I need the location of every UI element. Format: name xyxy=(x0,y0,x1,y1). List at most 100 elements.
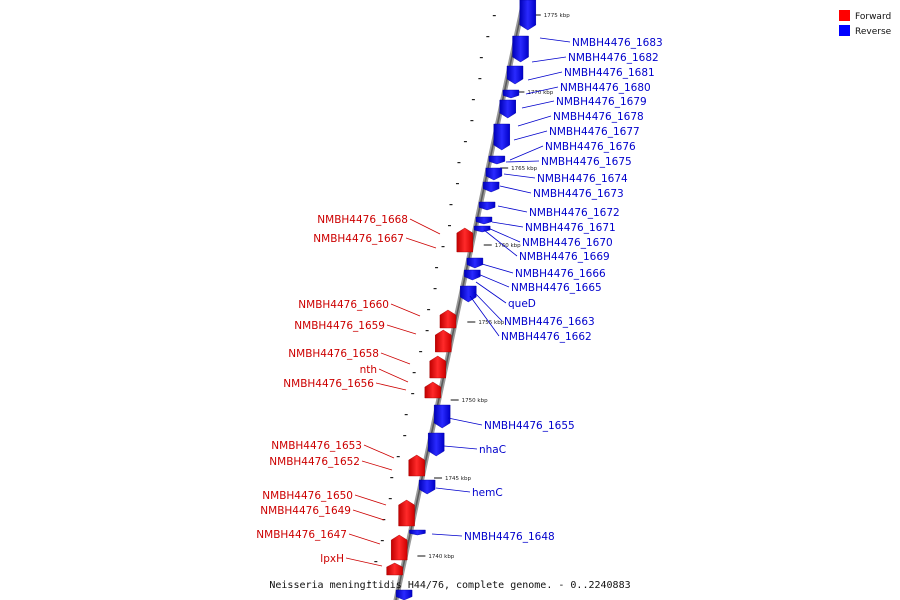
reverse-label-leader xyxy=(525,86,559,95)
gc-dot xyxy=(374,561,378,563)
reverse-label-leader xyxy=(531,56,567,63)
reverse-label-leader xyxy=(517,115,552,127)
forward-gene-feature xyxy=(435,329,452,353)
reverse-label-leader xyxy=(503,173,536,179)
gene-features xyxy=(386,0,537,600)
forward-label-leader xyxy=(380,352,411,365)
legend-forward-label: Forward xyxy=(855,12,891,22)
forward-gene-label: NMBH4476_1668 xyxy=(317,214,408,226)
forward-gene-label: NMBH4476_1660 xyxy=(298,299,389,311)
gc-dot xyxy=(396,456,400,458)
forward-gene-label: NMBH4476_1652 xyxy=(269,456,360,468)
reverse-label-leader xyxy=(481,263,514,274)
forward-label-leader xyxy=(348,533,381,545)
reverse-label-leader xyxy=(499,185,532,194)
forward-gene-label: NMBH4476_1667 xyxy=(313,233,404,245)
reverse-gene-feature xyxy=(493,123,510,151)
forward-label-leader xyxy=(361,460,393,471)
reverse-gene-feature xyxy=(460,285,477,303)
reverse-gene-label: NMBH4476_1648 xyxy=(464,531,555,543)
reverse-label-leader xyxy=(487,227,521,243)
forward-gene-feature xyxy=(408,454,425,477)
reverse-gene-label: NMBH4476_1669 xyxy=(519,251,610,263)
reverse-label-leader xyxy=(521,100,555,109)
gene-labels: NMBH4476_1683 NMBH4476_1682 NMBH4476_1681 N… xyxy=(256,37,662,565)
reverse-gene-label: NMBH4476_1662 xyxy=(501,331,592,343)
reverse-gene-feature xyxy=(475,216,493,225)
reverse-label-leader xyxy=(491,221,524,228)
legend: Forward Reverse xyxy=(839,10,892,37)
reverse-gene-label: NMBH4476_1681 xyxy=(564,67,655,79)
reverse-label-leader xyxy=(473,291,503,322)
reverse-gene-label: NMBH4476_1675 xyxy=(541,156,632,168)
reverse-label-leader xyxy=(431,533,463,537)
scale-tick-label: 1765 kbp xyxy=(511,166,537,172)
reverse-gene-feature xyxy=(464,269,481,281)
gc-dot xyxy=(388,498,392,500)
reverse-gene-feature xyxy=(519,0,537,31)
reverse-label-leader xyxy=(497,205,528,213)
reverse-gene-label: NMBH4476_1665 xyxy=(511,282,602,294)
legend-reverse-label: Reverse xyxy=(855,27,892,37)
reverse-gene-label: NMBH4476_1670 xyxy=(522,237,613,249)
reverse-gene-feature xyxy=(502,89,520,99)
reverse-label-leader xyxy=(443,445,478,450)
gc-dot xyxy=(435,267,439,269)
forward-gene-label: lpxH xyxy=(320,553,344,565)
forward-label-leader xyxy=(390,303,421,317)
forward-gene-feature xyxy=(429,355,446,379)
gc-dot xyxy=(403,435,407,437)
reverse-label-leader xyxy=(527,71,563,81)
legend-forward-swatch xyxy=(839,10,850,21)
scale-tick-label: 1750 kbp xyxy=(462,398,488,404)
gc-dot xyxy=(412,372,416,374)
forward-gene-label: NMBH4476_1656 xyxy=(283,378,374,390)
reverse-gene-feature xyxy=(506,65,524,85)
reverse-label-leader xyxy=(469,295,500,337)
reverse-label-leader xyxy=(505,160,540,163)
forward-gene-label: NMBH4476_1653 xyxy=(271,440,362,452)
reverse-label-leader xyxy=(435,487,471,493)
reverse-gene-feature xyxy=(488,155,506,165)
forward-label-leader xyxy=(386,324,417,335)
gc-dot xyxy=(471,99,475,101)
forward-gene-label: nth xyxy=(360,364,377,376)
scale-tick-label: 1775 kbp xyxy=(544,13,570,19)
gc-dot xyxy=(411,393,415,395)
scale-ticks: 1775 kbp 1770 kbp 1765 kbp 1760 kbp 1755 kbp… xyxy=(417,13,570,560)
reverse-gene-feature xyxy=(478,201,496,211)
gc-dot xyxy=(492,15,496,17)
reverse-gene-label: queD xyxy=(508,298,536,310)
gc-dot xyxy=(478,78,482,80)
reverse-gene-label: NMBH4476_1676 xyxy=(545,141,636,153)
reverse-label-leader xyxy=(513,130,548,141)
forward-label-leader xyxy=(354,494,387,506)
reverse-gene-feature xyxy=(466,257,484,269)
gc-dot xyxy=(449,204,453,206)
reverse-gene-label: nhaC xyxy=(479,444,506,456)
map-caption: Neisseria meningitidis H44/76, complete … xyxy=(269,580,630,591)
gc-dot xyxy=(433,288,437,290)
gc-dot xyxy=(486,36,490,38)
reverse-label-leader xyxy=(477,273,510,288)
forward-label-leader xyxy=(345,557,383,567)
reverse-label-leader xyxy=(475,281,507,304)
gc-dot xyxy=(427,309,431,311)
gc-dot xyxy=(470,120,474,122)
reverse-gene-label: NMBH4476_1655 xyxy=(484,420,575,432)
forward-gene-feature xyxy=(386,562,403,576)
forward-gene-feature xyxy=(456,227,474,253)
reverse-gene-feature xyxy=(427,432,445,457)
scale-tick-label: 1745 kbp xyxy=(445,476,471,482)
reverse-gene-feature xyxy=(499,99,516,119)
scale-tick-label: 1760 kbp xyxy=(495,243,521,249)
reverse-gene-feature xyxy=(418,479,436,495)
forward-gene-label: NMBH4476_1650 xyxy=(262,490,353,502)
reverse-gene-label: NMBH4476_1673 xyxy=(533,188,624,200)
forward-label-leader xyxy=(378,368,409,383)
forward-gene-feature xyxy=(391,534,408,561)
forward-gene-label: NMBH4476_1647 xyxy=(256,529,347,541)
forward-gene-label: NMBH4476_1659 xyxy=(294,320,385,332)
reverse-gene-label: NMBH4476_1666 xyxy=(515,268,606,280)
label-leader-lines xyxy=(345,37,571,567)
